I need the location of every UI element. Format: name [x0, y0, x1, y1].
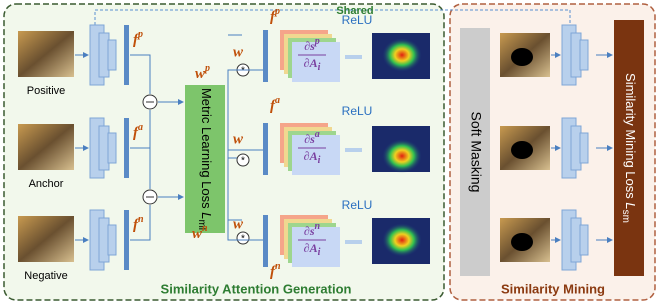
- num-sup: n: [315, 221, 321, 232]
- w-label: w: [233, 44, 244, 60]
- feature: [263, 123, 268, 175]
- num-sup: p: [314, 36, 320, 47]
- feature: [124, 25, 129, 85]
- net-layer: [580, 40, 588, 70]
- num: ∂s: [304, 224, 315, 238]
- feature: [124, 118, 129, 178]
- feature-label-sup: a: [138, 122, 143, 133]
- feature: [263, 215, 268, 267]
- net-layer: [108, 40, 116, 70]
- num: ∂s: [304, 39, 315, 53]
- heatmap-spot: [382, 38, 422, 72]
- feature-label-sup: p: [137, 29, 143, 40]
- input-image: [18, 31, 74, 77]
- feature-label-sup: a: [275, 95, 280, 106]
- weight-label-sup: n: [202, 223, 208, 234]
- relu-label: ReLU: [342, 198, 373, 212]
- net-layer: [580, 225, 588, 255]
- relu-label: ReLU: [342, 104, 373, 118]
- feature-label-sup: n: [138, 214, 144, 225]
- input-label: Positive: [27, 85, 66, 97]
- feature-label-sup: n: [275, 261, 281, 272]
- feature-label-sup: p: [274, 6, 280, 17]
- net-layer: [108, 225, 116, 255]
- relu-label: ReLU: [342, 13, 373, 27]
- multiply-sign: *: [241, 66, 245, 77]
- w-label: w: [233, 216, 244, 232]
- net-layer: [108, 133, 116, 163]
- soft-masking-label: Soft Masking: [468, 112, 484, 193]
- mining-loss-label: Similarity Mining Loss Lsm: [620, 73, 637, 223]
- multiply-sign: *: [241, 156, 245, 167]
- feature: [263, 30, 268, 82]
- multiply-sign: *: [241, 234, 245, 245]
- section-label: Similarity Mining: [501, 281, 605, 296]
- mask: [511, 141, 533, 159]
- num-sup: a: [315, 129, 320, 140]
- section-label: Similarity Attention Generation: [161, 281, 352, 296]
- heatmap-spot: [382, 139, 422, 173]
- mask: [511, 48, 533, 66]
- input-image: [18, 216, 74, 262]
- den: ∂A: [304, 149, 318, 163]
- mask: [511, 233, 533, 251]
- input-label: Negative: [24, 270, 67, 282]
- num: ∂s: [304, 132, 315, 146]
- den: ∂A: [304, 56, 318, 70]
- heatmap-spot: [382, 223, 422, 257]
- den-sub: i: [318, 247, 321, 258]
- feature: [124, 210, 129, 270]
- input-label: Anchor: [29, 178, 64, 190]
- diagram: Shared Metric Learning Loss Lml Soft Mas…: [0, 0, 660, 307]
- den-sub: i: [318, 62, 321, 73]
- input-image: [18, 124, 74, 170]
- w-label: w: [233, 131, 244, 147]
- net-layer: [580, 133, 588, 163]
- den: ∂A: [304, 241, 318, 255]
- den-sub: i: [318, 155, 321, 166]
- weight-label-sup: p: [204, 63, 210, 74]
- metric-loss-label: Metric Learning Loss Lml: [196, 88, 213, 230]
